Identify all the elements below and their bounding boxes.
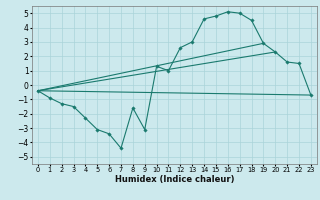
X-axis label: Humidex (Indice chaleur): Humidex (Indice chaleur) (115, 175, 234, 184)
